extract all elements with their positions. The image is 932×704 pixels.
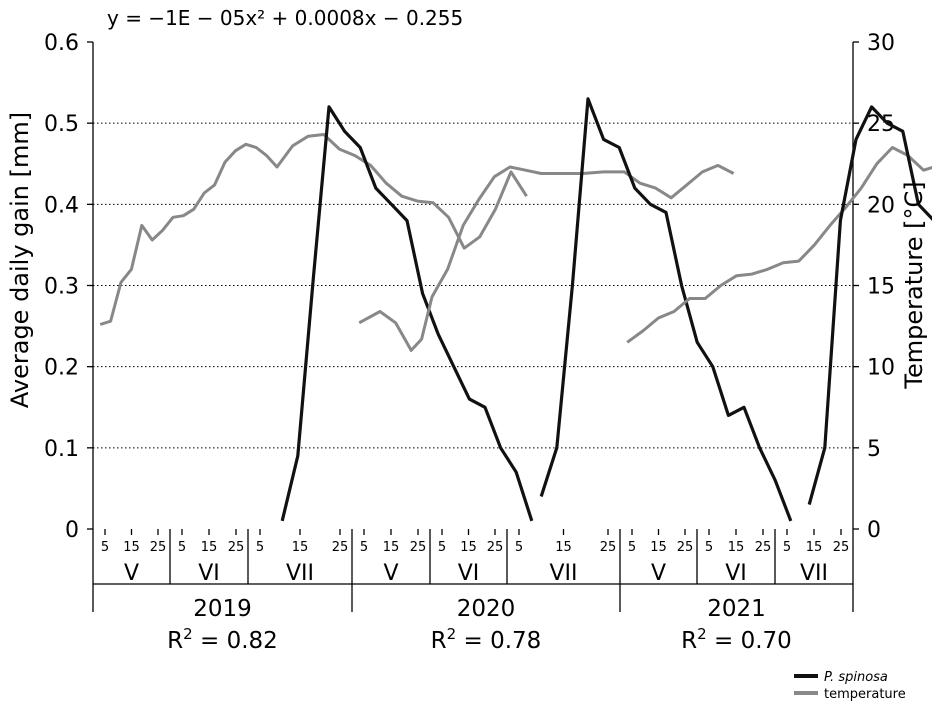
y2-axis-label: Temperature [°C] (900, 181, 928, 389)
day-tick-label: 15 (650, 540, 667, 555)
r2-label: R2 = 0.78 (431, 625, 542, 654)
legend: P. spinosa temperature (794, 670, 906, 702)
y-tick-label: 0.6 (44, 31, 79, 56)
y-axis-label: Average daily gain [mm] (6, 112, 34, 408)
month-label: VII (549, 561, 577, 586)
month-label: VII (800, 561, 828, 586)
y-tick-label: 0.5 (44, 112, 79, 137)
year-label: 2019 (193, 596, 252, 622)
gridlines (93, 122, 853, 449)
day-tick-label: 5 (178, 540, 186, 555)
day-tick-label: 5 (438, 540, 446, 555)
day-tick-label: 15 (292, 540, 309, 555)
month-label: V (383, 561, 398, 586)
growth-line-2021 (807, 105, 932, 506)
month-label: VI (458, 561, 480, 586)
day-tick-label: 25 (755, 540, 772, 555)
regression-equation: y = −1E − 05x² + 0.0008x − 0.255 (107, 6, 463, 30)
legend-label-growth: P. spinosa (824, 670, 888, 685)
day-tick-label: 15 (201, 540, 218, 555)
day-tick-label: 25 (150, 540, 167, 555)
day-tick-label: 15 (728, 540, 745, 555)
day-tick-label: 25 (228, 540, 245, 555)
day-tick-label: 5 (101, 540, 109, 555)
day-tick-label: 15 (555, 540, 572, 555)
y2-tick-label: 20 (867, 193, 895, 218)
y-tick-label: 0.2 (44, 356, 79, 381)
growth-line-2019 (280, 105, 534, 522)
temperature-line-2020 (358, 163, 735, 352)
y2-tick-label: 5 (867, 437, 881, 462)
y-tick-label: 0 (65, 518, 79, 543)
legend-label-temperature: temperature (824, 687, 906, 702)
day-tick-label: 25 (677, 540, 694, 555)
temperature-line-2021 (626, 146, 932, 344)
month-label: V (651, 561, 666, 586)
day-tick-label: 15 (383, 540, 400, 555)
year-label: 2020 (457, 596, 516, 622)
day-tick-label: 5 (628, 540, 636, 555)
y2-tick-label: 0 (867, 518, 881, 543)
day-tick-label: 15 (460, 540, 477, 555)
day-tick-label: 5 (515, 540, 523, 555)
day-tick-label: 5 (705, 540, 713, 555)
month-label: VII (286, 561, 314, 586)
day-tick-label: 25 (410, 540, 427, 555)
r2-label: R2 = 0.70 (681, 625, 792, 654)
y-tick-label: 0.4 (44, 193, 79, 218)
day-tick-label: 25 (833, 540, 850, 555)
year-label: 2021 (707, 596, 766, 622)
day-tick-label: 15 (123, 540, 140, 555)
day-tick-label: 5 (360, 540, 368, 555)
growth-line-2020 (539, 97, 793, 522)
temperature-line-2019 (99, 133, 528, 326)
day-tick-label: 15 (806, 540, 823, 555)
y2-tick-label: 10 (867, 356, 895, 381)
axes (87, 41, 859, 530)
y2-tick-label: 30 (867, 31, 895, 56)
month-label: VI (198, 561, 220, 586)
day-tick-label: 25 (487, 540, 504, 555)
day-tick-label: 25 (600, 540, 617, 555)
r2-label: R2 = 0.82 (167, 625, 278, 654)
y-tick-label: 0.1 (44, 437, 79, 462)
day-tick-label: 5 (783, 540, 791, 555)
y2-tick-label: 15 (867, 275, 895, 300)
day-tick-label: 5 (256, 540, 264, 555)
y-tick-label: 0.3 (44, 275, 79, 300)
series (99, 97, 932, 522)
month-label: VI (725, 561, 747, 586)
month-label: V (124, 561, 139, 586)
day-tick-label: 25 (332, 540, 349, 555)
